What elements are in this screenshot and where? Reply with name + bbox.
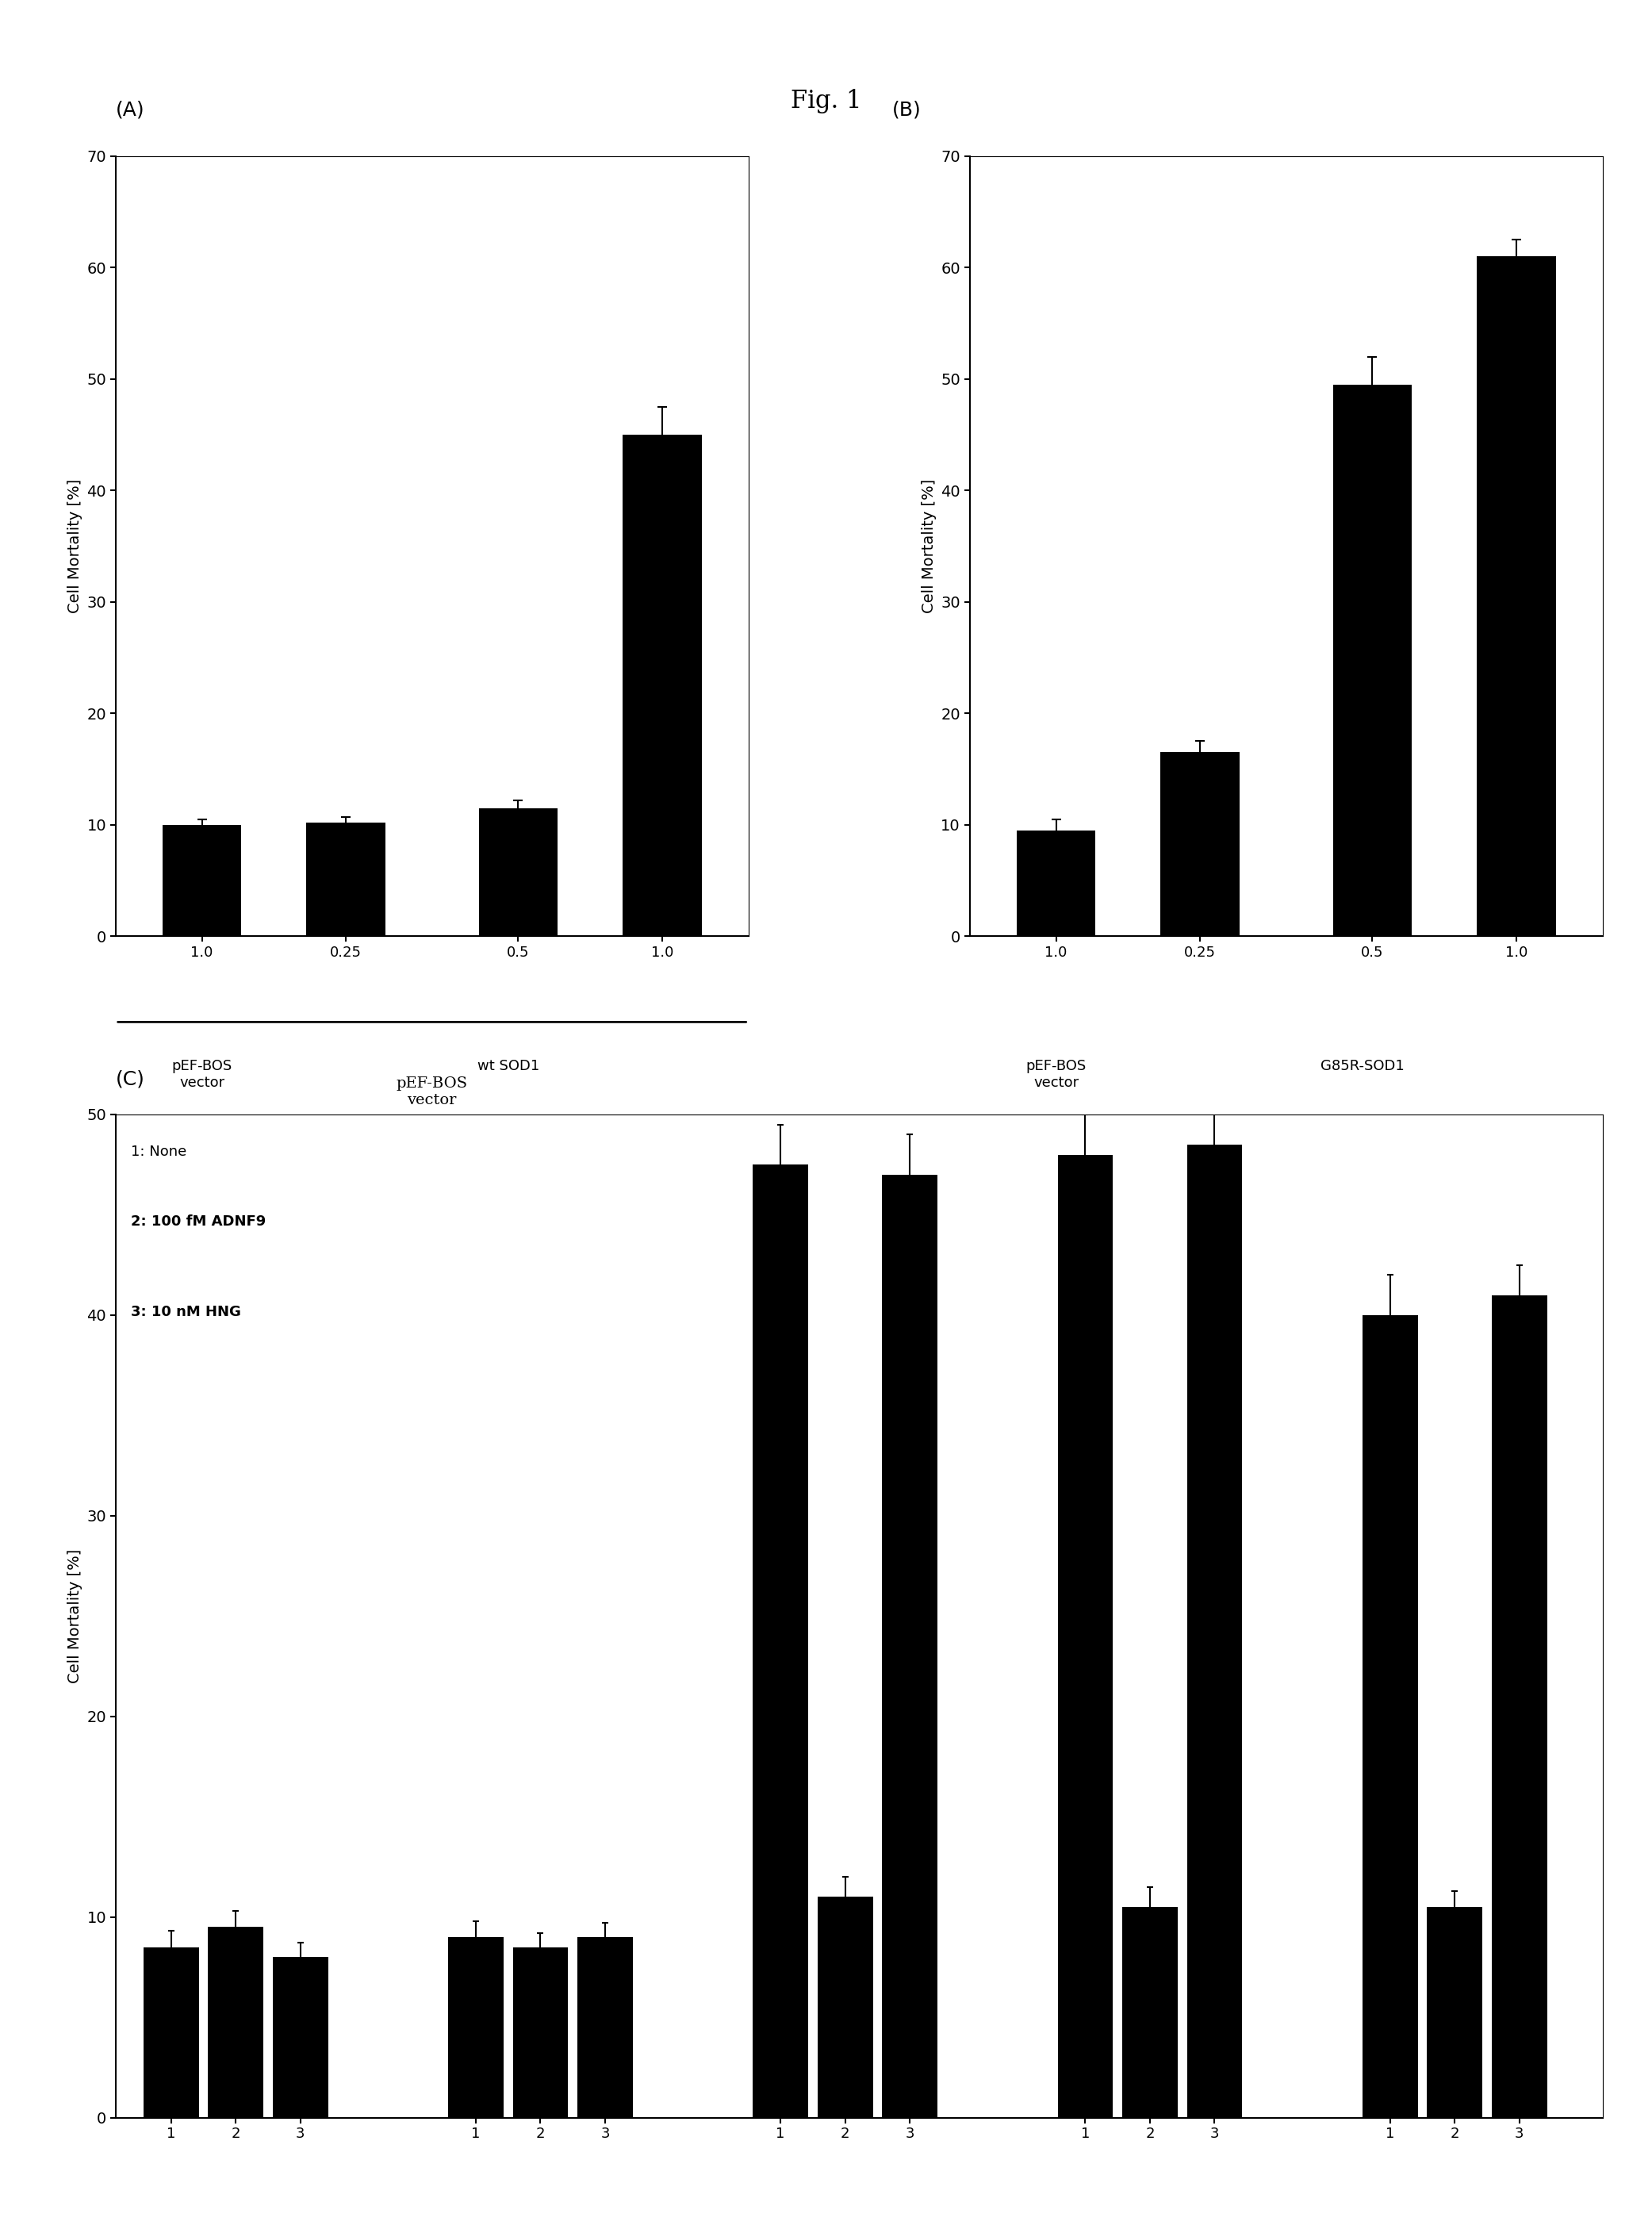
Bar [578,1937,633,2118]
Bar [448,1937,504,2118]
Bar [1160,751,1239,936]
Bar [1333,383,1412,936]
Text: 3: 10 nM HNG: 3: 10 nM HNG [131,1304,241,1320]
Bar [623,435,702,936]
Bar [208,1926,263,2118]
Bar [144,1948,198,2118]
Bar [1363,1315,1417,2118]
Bar [753,1164,808,2118]
Text: Fig. 1: Fig. 1 [791,89,861,114]
Bar [479,807,558,936]
Text: (μg/well): (μg/well) [970,1159,1028,1172]
Text: pEF-BOS
vector: pEF-BOS vector [1026,1059,1087,1090]
Text: 1: None: 1: None [131,1146,187,1159]
Bar [162,825,241,936]
Text: pEF-BOS
vector: pEF-BOS vector [172,1059,233,1090]
Text: (B): (B) [892,100,922,120]
Text: 2: 100 fM ADNF9: 2: 100 fM ADNF9 [131,1215,266,1228]
Text: (μg/well): (μg/well) [116,1159,173,1172]
Bar [306,823,385,936]
Bar [1057,1155,1113,2118]
Text: pEF-BOS
vector: pEF-BOS vector [396,1077,468,1108]
Bar [1427,1908,1482,2118]
Text: (C): (C) [116,1070,145,1090]
Bar [1122,1908,1178,2118]
Text: (A): (A) [116,100,145,120]
Y-axis label: Cell Mortality [%]: Cell Mortality [%] [922,479,937,613]
Text: wt SOD1: wt SOD1 [477,1059,540,1072]
Bar [818,1897,872,2118]
Y-axis label: Cell Mortality [%]: Cell Mortality [%] [68,1549,83,1683]
Bar [273,1957,329,2118]
Bar [1477,256,1556,936]
Bar [882,1175,938,2118]
Bar [1186,1146,1242,2118]
Bar [512,1948,568,2118]
Y-axis label: Cell Mortality [%]: Cell Mortality [%] [68,479,83,613]
Text: G85R-SOD1: G85R-SOD1 [1322,1059,1404,1072]
Bar [1492,1295,1546,2118]
Bar [1016,829,1095,936]
